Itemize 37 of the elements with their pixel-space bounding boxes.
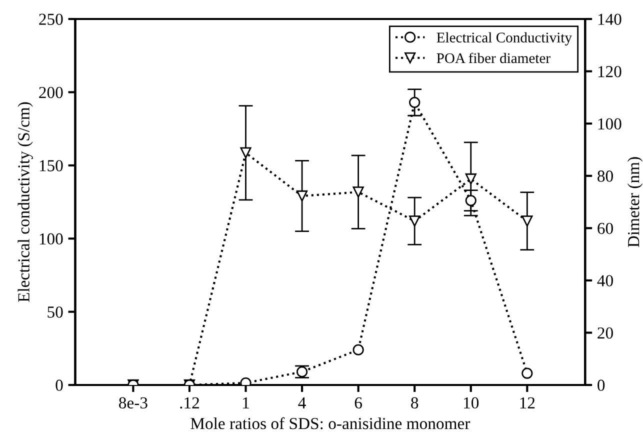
point	[240, 147, 252, 158]
point	[296, 190, 308, 202]
point	[352, 344, 364, 356]
x-tick-label: 8	[411, 397, 418, 409]
legend-label: POA fiber diameter	[436, 52, 550, 64]
point	[465, 173, 476, 185]
y2-tick-label: 40	[597, 275, 613, 286]
y2-tick-label: 100	[598, 118, 622, 130]
point	[522, 368, 533, 379]
point	[465, 194, 476, 206]
y2-tick-label: 120	[598, 66, 622, 78]
y-tick-label: 150	[40, 160, 63, 172]
point	[522, 216, 533, 227]
point	[352, 186, 364, 198]
legend-label: Electrical Conductivity	[436, 32, 572, 46]
x-tick-label: 1	[243, 397, 249, 408]
x-tick-label: 6	[354, 397, 362, 409]
y-tick-label: 100	[40, 233, 63, 245]
x-tick-label: .12	[180, 397, 199, 409]
y2-axis-title: Dimeter (nm)	[627, 157, 643, 248]
y-axis-title: Electrical conductivity (S/cm)	[18, 102, 33, 302]
y-tick-label: 250	[39, 14, 63, 25]
x-tick-label: 8e-3	[119, 397, 148, 409]
y2-tick-label: 20	[598, 327, 613, 339]
x-tick-label: 12	[520, 397, 535, 408]
point	[409, 96, 420, 108]
x-tick-label: 4	[298, 397, 306, 408]
y-tick-label: 50	[48, 306, 63, 318]
y2-tick-label: 80	[598, 170, 613, 182]
y2-tick-label: 140	[598, 14, 622, 25]
y-tick-label: 200	[39, 86, 63, 98]
x-axis-title: Mole ratios of SDS: o-anisidine monomer	[190, 417, 470, 430]
y-tick-label: 0	[56, 380, 63, 391]
point	[409, 216, 420, 227]
y2-tick-label: 60	[598, 222, 613, 234]
y2-tick-label: 0	[598, 380, 605, 391]
x-tick-label: 10	[464, 397, 479, 409]
